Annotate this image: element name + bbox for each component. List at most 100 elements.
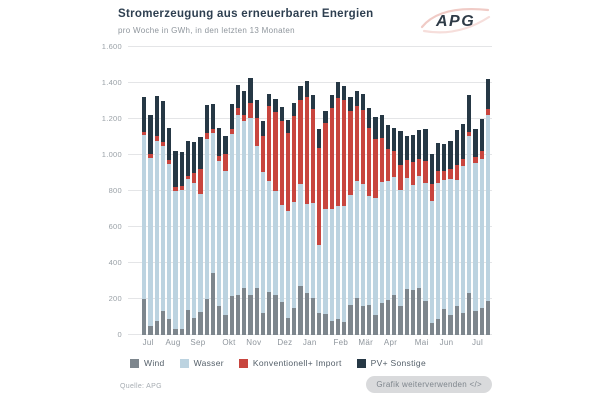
bar-segment-konventionell-import [454,164,459,181]
bar-week-16[interactable] [235,47,240,335]
bar-week-24[interactable] [285,47,290,335]
bar-week-7[interactable] [179,47,184,335]
bar-week-4[interactable] [160,47,165,335]
bar-week-41[interactable] [392,47,397,335]
bar-week-35[interactable] [354,47,359,335]
bar-week-28[interactable] [310,47,315,335]
y-axis-label-0: 0 [117,330,122,339]
bar-segment-pv-sonstige [367,108,372,129]
bar-week-1[interactable] [142,47,147,335]
x-axis-label-Sep-2: Sep [190,338,206,347]
bar-week-42[interactable] [398,47,403,335]
bar-week-44[interactable] [410,47,415,335]
bar-segment-wind [229,296,234,335]
bar-segment-wind [235,295,240,335]
bar-segment-wind [417,288,422,335]
bar-week-53[interactable] [467,47,472,335]
bar-week-50[interactable] [448,47,453,335]
bar-week-47[interactable] [429,47,434,335]
bar-week-39[interactable] [379,47,384,335]
bar-week-17[interactable] [242,47,247,335]
bar-segment-wasser [360,183,365,307]
bar-segment-wasser [367,195,372,306]
bar-segment-konventionell-import [417,158,422,176]
bar-week-20[interactable] [260,47,265,335]
bar-week-52[interactable] [460,47,465,335]
bar-week-8[interactable] [185,47,190,335]
bar-week-37[interactable] [367,47,372,335]
bar-week-11[interactable] [204,47,209,335]
bar-segment-pv-sonstige [160,101,165,143]
x-axis-label-Mär-8: Mär [358,338,374,347]
bar-segment-wasser [242,120,247,289]
bar-week-5[interactable] [167,47,172,335]
legend-item-konventionell-import[interactable]: Konventionell+ Import [238,358,342,368]
bar-week-12[interactable] [210,47,215,335]
bar-week-22[interactable] [273,47,278,335]
bar-week-18[interactable] [248,47,253,335]
y-axis-label-800: 800 [108,186,122,195]
bar-segment-wasser [460,165,465,314]
bar-segment-wind [279,301,284,335]
bar-segment-konventionell-import [292,116,297,202]
bar-week-32[interactable] [335,47,340,335]
bar-week-2[interactable] [148,47,153,335]
bar-week-46[interactable] [423,47,428,335]
bar-week-51[interactable] [454,47,459,335]
bar-week-34[interactable] [348,47,353,335]
bar-week-19[interactable] [254,47,259,335]
bar-week-9[interactable] [192,47,197,335]
x-axis-label-Jan-6: Jan [302,338,317,347]
x-axis-label-Jun-11: Jun [439,338,454,347]
legend-item-wind[interactable]: Wind [130,358,165,368]
bar-week-23[interactable] [279,47,284,335]
bar-week-54[interactable] [473,47,478,335]
bar-week-3[interactable] [154,47,159,335]
bar-week-38[interactable] [373,47,378,335]
bar-week-45[interactable] [417,47,422,335]
bar-week-36[interactable] [360,47,365,335]
bar-week-48[interactable] [435,47,440,335]
bar-segment-konventionell-import [435,171,440,183]
bar-week-10[interactable] [198,47,203,335]
legend-item-wasser[interactable]: Wasser [179,358,224,368]
bar-week-33[interactable] [342,47,347,335]
bar-week-6[interactable] [173,47,178,335]
bar-segment-pv-sonstige [173,150,178,187]
legend-item-pv-sonstige[interactable]: PV+ Sonstige [356,358,426,368]
y-axis-label-1.000: 1.000 [101,150,122,159]
bar-segment-pv-sonstige [260,120,265,137]
bar-segment-wind [317,313,322,335]
bar-segment-pv-sonstige [298,85,303,101]
bar-week-31[interactable] [329,47,334,335]
bar-segment-pv-sonstige [267,93,272,107]
bar-segment-konventionell-import [267,106,272,182]
bar-segment-pv-sonstige [448,140,453,169]
x-axis-label-Aug-1: Aug [165,338,181,347]
reuse-graphic-button[interactable]: Grafik weiterverwenden </> [366,376,492,393]
bar-week-26[interactable] [298,47,303,335]
bar-week-43[interactable] [404,47,409,335]
bar-week-55[interactable] [479,47,484,335]
chart: 0 200 400 600 800 1.000 1.200 1.400 1.600 Jul Aug… [102,42,492,347]
gridline-1.400 [128,82,492,83]
x-axis: Jul Aug Sep Okt Nov Dez Jan Feb Mär Apr Mai Jun Jul [128,338,492,350]
bar-week-30[interactable] [323,47,328,335]
y-axis-label-1.200: 1.200 [101,114,122,123]
bar-week-29[interactable] [317,47,322,335]
bar-week-13[interactable] [217,47,222,335]
bar-week-25[interactable] [292,47,297,335]
bar-segment-pv-sonstige [410,135,415,163]
bar-week-56[interactable] [485,47,490,335]
bar-segment-wind [267,291,272,335]
bar-week-27[interactable] [304,47,309,335]
bar-segment-pv-sonstige [435,143,440,172]
x-axis-label-Mai-10: Mai [414,338,429,347]
bar-week-21[interactable] [267,47,272,335]
bar-week-40[interactable] [385,47,390,335]
bar-segment-pv-sonstige [454,129,459,165]
bar-week-14[interactable] [223,47,228,335]
bar-segment-wind [404,289,409,335]
bar-week-49[interactable] [442,47,447,335]
bar-week-15[interactable] [229,47,234,335]
